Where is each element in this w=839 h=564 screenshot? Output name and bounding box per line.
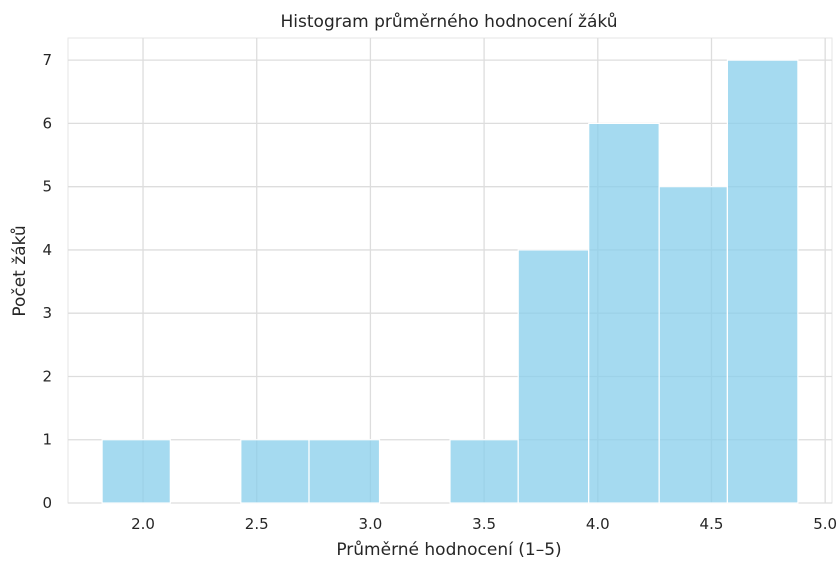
plot-area: 2.0 2.5 3.0 3.5 4.0 4.5 5.0 0 1 2 3 4 5 6 7 — [42, 37, 837, 533]
y-tick-label: 7 — [42, 51, 52, 69]
y-tick-label: 1 — [42, 431, 52, 449]
y-tick-label: 3 — [42, 304, 52, 322]
x-tick-label: 3.5 — [472, 515, 496, 533]
x-tick-label: 2.5 — [245, 515, 269, 533]
y-tick-label: 2 — [42, 367, 52, 385]
y-tick-label: 4 — [42, 241, 52, 259]
histogram-bar — [240, 439, 310, 504]
x-tick-label: 4.5 — [700, 515, 724, 533]
y-tick-label: 6 — [42, 114, 52, 132]
y-axis-title: Počet žáků — [10, 225, 30, 316]
histogram-bar — [101, 439, 171, 504]
chart-title: Histogram průměrného hodnocení žáků — [281, 12, 618, 32]
histogram-bar — [588, 122, 660, 504]
histogram-bar — [517, 249, 590, 504]
y-tick-label: 0 — [42, 494, 52, 512]
histogram-bar — [308, 439, 381, 504]
x-tick-label: 5.0 — [813, 515, 837, 533]
histogram-bar — [726, 59, 799, 504]
x-tick-label: 3.0 — [358, 515, 382, 533]
x-tick-label: 2.0 — [131, 515, 155, 533]
x-tick-label: 4.0 — [586, 515, 610, 533]
histogram-bar — [449, 439, 519, 504]
y-tick-label: 5 — [42, 178, 52, 196]
x-axis-title: Průměrné hodnocení (1–5) — [336, 540, 561, 560]
histogram-bar — [658, 186, 729, 504]
